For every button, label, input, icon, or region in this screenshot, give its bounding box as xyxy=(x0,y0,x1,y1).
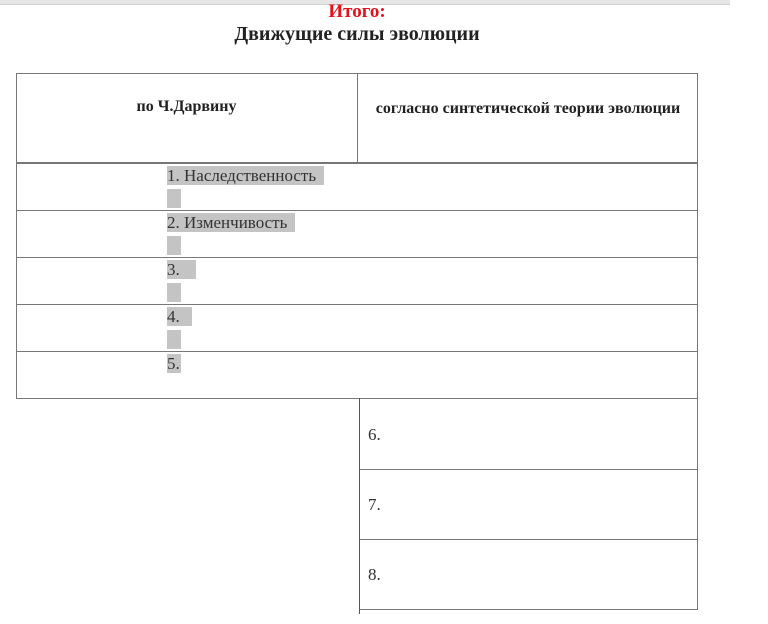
item-text: 5. xyxy=(167,354,181,373)
highlight-mark xyxy=(167,236,181,255)
item-text: 4. xyxy=(167,307,192,326)
header-synthetic: согласно синтетической теории эволюции xyxy=(375,100,681,117)
synthetic-item-7: 7. xyxy=(368,495,381,514)
column-divider xyxy=(357,73,358,164)
item-text: 2. Изменчивость xyxy=(167,213,296,232)
summary-heading: Итого: xyxy=(328,1,386,22)
item-text: 3. xyxy=(167,260,196,279)
top-border xyxy=(0,0,730,5)
darwin-item-2: 2. Изменчивость xyxy=(167,213,296,233)
table-row xyxy=(359,398,698,470)
table-row xyxy=(359,539,698,610)
highlight-mark xyxy=(167,283,181,302)
table-row xyxy=(16,304,698,352)
darwin-item-1: 1. Наследственность xyxy=(167,166,325,186)
table-row xyxy=(16,163,698,211)
synthetic-item-8: 8. xyxy=(368,565,381,584)
darwin-item-3: 3. xyxy=(167,260,196,280)
table-row xyxy=(16,351,698,399)
darwin-item-4: 4. xyxy=(167,307,192,327)
synthetic-item-6: 6. xyxy=(368,425,381,444)
table-row xyxy=(16,210,698,258)
highlight-mark xyxy=(167,189,181,208)
item-text: 1. Наследственность xyxy=(167,166,325,185)
column-border xyxy=(359,398,360,614)
table-row xyxy=(359,469,698,540)
highlight-mark xyxy=(167,330,181,349)
darwin-item-5: 5. xyxy=(167,354,181,374)
page-title: Движущие силы эволюции xyxy=(234,23,480,45)
table-row xyxy=(16,257,698,305)
header-darwin: по Ч.Дарвину xyxy=(136,98,237,115)
